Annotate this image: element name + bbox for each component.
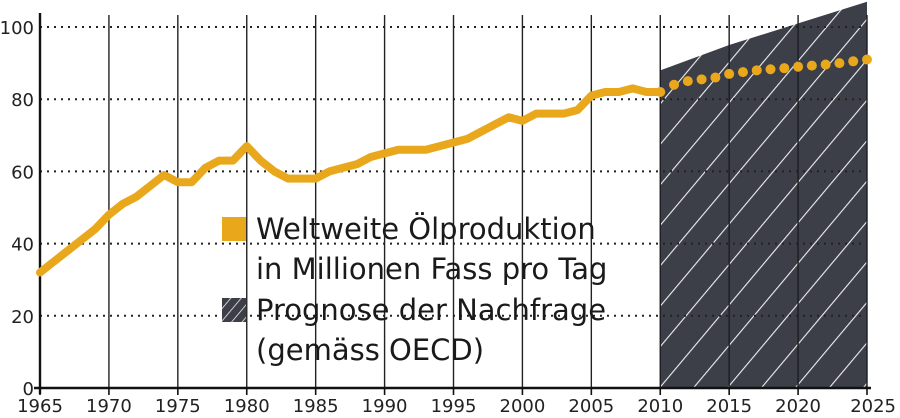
axes bbox=[34, 13, 871, 395]
legend-label-line-1: Weltweite Ölproduktion bbox=[256, 212, 596, 246]
y-tick-label-60: 60 bbox=[11, 162, 34, 183]
x-tick-label-1975: 1975 bbox=[155, 396, 201, 417]
point-forecast-2024 bbox=[848, 56, 859, 67]
point-forecast-2010 bbox=[655, 86, 666, 97]
x-tick-label-1990: 1990 bbox=[362, 396, 408, 417]
legend: Weltweite Ölproduktion in Millionen Fass … bbox=[222, 212, 607, 367]
point-forecast-2025 bbox=[862, 54, 872, 65]
point-forecast-2022 bbox=[820, 59, 831, 70]
series-line-production bbox=[36, 84, 665, 277]
y-tick-label-80: 80 bbox=[11, 90, 34, 111]
x-tick-label-1980: 1980 bbox=[224, 396, 270, 417]
x-tick-label-2000: 2000 bbox=[500, 396, 546, 417]
x-tick-label-1995: 1995 bbox=[431, 396, 477, 417]
forecast-area bbox=[660, 1, 867, 388]
y-tick-label-40: 40 bbox=[11, 235, 34, 256]
point-forecast-2011 bbox=[669, 79, 680, 90]
legend-marker-production bbox=[222, 217, 246, 241]
legend-label-line-2: in Millionen Fass pro Tag bbox=[256, 252, 607, 286]
point-forecast-2012 bbox=[682, 76, 693, 87]
y-tick-label-0: 0 bbox=[23, 379, 34, 400]
point-forecast-2018 bbox=[765, 64, 776, 75]
point-forecast-2013 bbox=[696, 74, 707, 85]
point-forecast-2021 bbox=[806, 60, 817, 71]
x-tick-label-2010: 2010 bbox=[637, 396, 683, 417]
x-tick-label-2025: 2025 bbox=[850, 396, 896, 417]
point-forecast-2016 bbox=[737, 67, 748, 78]
series bbox=[36, 54, 872, 277]
legend-label-line-4: (gemäss OECD) bbox=[256, 333, 484, 367]
tick-labels: 1965 1970 1975 1980 1985 1990 1995 2000 2005 2010… bbox=[0, 18, 896, 417]
point-forecast-2017 bbox=[751, 65, 762, 76]
x-tick-label-2015: 2015 bbox=[706, 396, 752, 417]
forecast-area-shape bbox=[660, 1, 867, 388]
point-forecast-2014 bbox=[710, 72, 721, 83]
grid bbox=[40, 15, 868, 388]
point-forecast-2015 bbox=[724, 68, 735, 79]
x-tick-label-2020: 2020 bbox=[775, 396, 821, 417]
legend-label-line-3: Prognose der Nachfrage bbox=[256, 293, 606, 327]
x-tick-label-2005: 2005 bbox=[568, 396, 614, 417]
x-tick-label-1965: 1965 bbox=[17, 396, 63, 417]
y-tick-label-100: 100 bbox=[0, 18, 34, 39]
x-tick-label-1985: 1985 bbox=[293, 396, 339, 417]
point-forecast-2020 bbox=[793, 61, 804, 72]
legend-marker-forecast bbox=[222, 298, 246, 322]
x-tick-label-1970: 1970 bbox=[86, 396, 132, 417]
point-forecast-2019 bbox=[779, 63, 790, 74]
point-forecast-2023 bbox=[834, 58, 845, 69]
y-tick-label-20: 20 bbox=[11, 307, 34, 328]
